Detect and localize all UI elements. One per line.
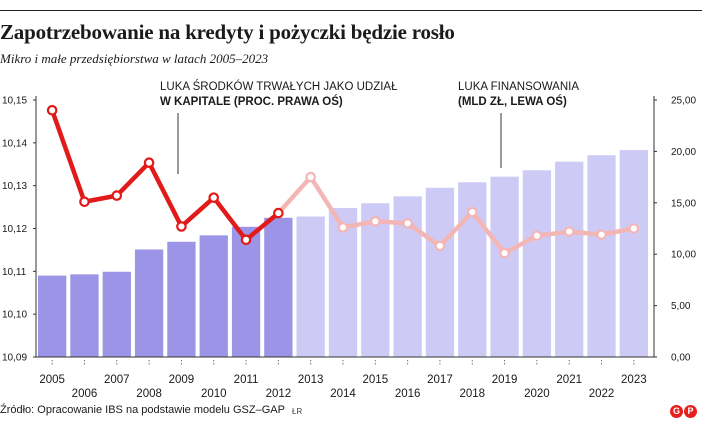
bar-2009 [167, 241, 196, 357]
x-axis-label-2011: 2011 [234, 374, 259, 386]
line-point-2006 [79, 196, 90, 208]
x-axis-label-2005: 2005 [39, 374, 65, 386]
line-point-2018 [466, 206, 478, 218]
x-axis-label-2014: 2014 [330, 388, 356, 400]
logo-letter-g: G [670, 405, 683, 418]
line-point-2021 [563, 226, 575, 237]
line-point-2014 [337, 222, 349, 233]
annotation-pointers [177, 113, 502, 174]
line-point-2005 [46, 104, 58, 116]
capital-gap-annotation: LUKA ŚRODKÓW TRWAŁYCH JAKO UDZIAŁ W KAPI… [160, 80, 398, 110]
line-point-2016 [402, 218, 413, 229]
left-axis-tick-label: 10,09 [2, 353, 27, 364]
line-point-2007 [111, 190, 123, 201]
financing-gap-label-line1: LUKA FINANSOWANIA [458, 81, 579, 93]
line-forecast [276, 174, 637, 256]
x-axis-label-2006: 2006 [72, 388, 98, 400]
left-axis-tick-label: 10,12 [2, 224, 27, 235]
bar-2010 [199, 235, 228, 357]
bar-2012 [264, 217, 293, 357]
bar-series [38, 150, 648, 357]
x-axis-label-2018: 2018 [459, 388, 485, 400]
x-axis-label-2020: 2020 [524, 388, 550, 400]
x-axis-label-2008: 2008 [136, 388, 162, 400]
bar-2022 [587, 155, 616, 357]
x-axis-label-2015: 2015 [363, 374, 389, 386]
capital-gap-label-line1: LUKA ŚRODKÓW TRWAŁYCH JAKO UDZIAŁ [160, 81, 398, 93]
left-axis-tick-label: 10,10 [2, 310, 27, 321]
top-rule [0, 10, 702, 11]
bar-2013 [296, 216, 325, 357]
bar-2014 [328, 207, 358, 357]
line-historical [49, 108, 281, 243]
x-axis-label-2009: 2009 [169, 374, 195, 386]
line-point-2019 [499, 247, 510, 259]
line-point-2012 [273, 207, 284, 219]
right-axis-tick-label: 0,00 [671, 353, 691, 364]
x-axis-label-2021: 2021 [556, 374, 582, 386]
line-point-2008 [143, 157, 155, 169]
line-point-2010 [208, 192, 220, 203]
line-series [46, 104, 640, 259]
right-axis-tick-label: 20,00 [671, 147, 696, 158]
chart-title: Zapotrzebowanie na kredyty i pożyczki bę… [0, 20, 455, 44]
line-point-2009 [176, 221, 187, 232]
line-point-2017 [434, 240, 446, 252]
right-axis-tick-label: 15,00 [671, 198, 696, 209]
line-point-2020 [531, 230, 543, 241]
logo-letter-p: P [684, 405, 697, 418]
left-axis-tick-label: 10,13 [2, 181, 27, 192]
x-axis-label-2023: 2023 [621, 374, 647, 386]
line-point-2022 [596, 229, 607, 240]
bar-2005 [38, 275, 67, 357]
bar-2021 [555, 161, 584, 357]
chart-subtitle: Mikro i małe przedsiębiorstwa w latach 2… [0, 51, 269, 66]
bar-2011 [231, 226, 261, 357]
line-point-2011 [240, 234, 252, 246]
x-axis: 2005 2006 2007 2008 2009 2010 2011 2012 2013 2014… [36, 356, 654, 400]
left-axis-tick-label: 10,11 [2, 267, 27, 278]
line-point-2015 [370, 216, 381, 227]
line-point-2023 [628, 223, 640, 234]
capital-gap-label-line2: W KAPITALE (PROC. PRAWA OŚ) [160, 96, 343, 108]
bar-2006 [70, 274, 99, 357]
bar-2008 [134, 249, 164, 357]
financing-gap-label-line2: (MLD ZŁ, LEWA OŚ) [458, 96, 567, 108]
right-axis-tick-label: 25,00 [671, 96, 696, 107]
bar-2023 [619, 150, 648, 357]
left-axis-tick-label: 10,14 [2, 138, 27, 149]
right-axis: 25,00 20,00 15,00 10,00 5,00 0,00 [653, 96, 696, 364]
right-axis-tick-label: 5,00 [671, 301, 691, 312]
line-point-2013 [305, 171, 316, 183]
x-axis-label-2013: 2013 [298, 374, 324, 386]
x-axis-label-2017: 2017 [427, 374, 453, 386]
x-axis-label-2010: 2010 [201, 388, 227, 400]
left-axis: 10,15 10,14 10,13 10,12 10,11 10,10 10,09 [2, 96, 37, 364]
x-axis-label-2019: 2019 [492, 374, 518, 386]
bar-2019 [490, 176, 519, 357]
x-axis-label-2007: 2007 [104, 374, 130, 386]
x-axis-label-2012: 2012 [266, 388, 292, 400]
x-axis-label-2022: 2022 [589, 388, 615, 400]
financing-gap-annotation: LUKA FINANSOWANIA (MLD ZŁ, LEWA OŚ) [458, 80, 579, 110]
bar-2007 [102, 271, 131, 357]
bar-2017 [425, 187, 455, 357]
x-axis-label-2016: 2016 [395, 388, 421, 400]
bar-2015 [361, 203, 390, 357]
right-axis-tick-label: 10,00 [671, 250, 696, 261]
source-note: Źródło: Opracowanie IBS na podstawie mod… [0, 404, 285, 416]
author-credit: ŁR [292, 407, 303, 416]
left-axis-tick-label: 10,15 [2, 96, 27, 107]
bar-2020 [522, 170, 552, 357]
